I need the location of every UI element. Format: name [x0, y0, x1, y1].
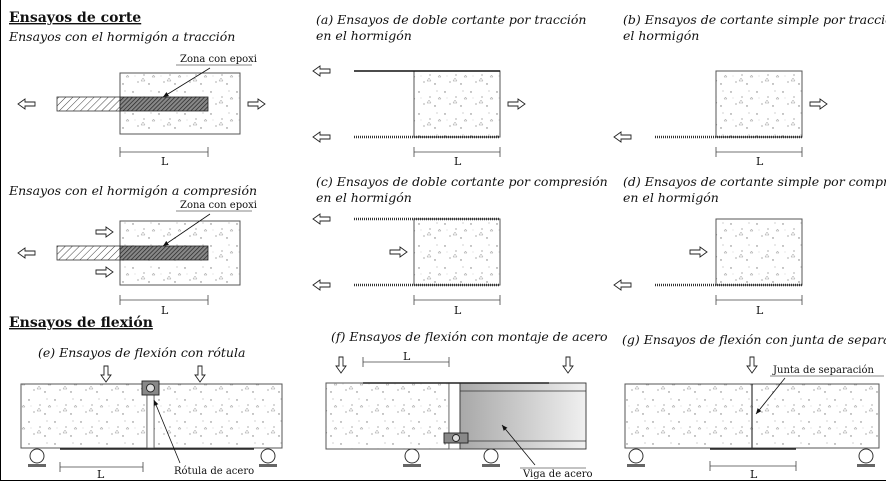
caption-d-line2: en el hormigón: [623, 190, 719, 205]
load-arrow: [746, 356, 758, 374]
length-label: L: [454, 304, 462, 317]
panel-e-flexion-hinge: (e) Ensayos de flexión con rótula Rótula…: [20, 345, 283, 481]
panel-d-single-shear-compression: (d) Ensayos de cortante simple por compr…: [613, 174, 886, 317]
support-left: [402, 448, 422, 468]
support-left: [626, 448, 646, 468]
hinge-label: Rótula de acero: [174, 466, 254, 477]
heading-flexion-tests: Ensayos de flexión: [9, 315, 153, 331]
length-label: L: [97, 468, 105, 481]
caption-a-line1: (a) Ensayos de doble cortante por tracci…: [316, 12, 586, 27]
steel-beam: [459, 382, 587, 450]
concrete-block: [715, 218, 803, 286]
caption-b-line2: el hormigón: [623, 28, 699, 43]
length-label: L: [756, 155, 764, 168]
concrete-block-right: [153, 383, 283, 449]
steel-beam-label: Viga de acero: [522, 469, 593, 480]
push-arrow: [389, 246, 408, 258]
push-arrow: [689, 246, 708, 258]
support-left: [27, 448, 47, 468]
concrete-block: [325, 382, 450, 450]
concrete-block: [413, 218, 501, 286]
load-arrow-left: [100, 365, 112, 383]
length-label: L: [750, 468, 758, 481]
heading-shear-tests: Ensayos de corte: [9, 10, 141, 26]
steel-bar: [56, 96, 121, 112]
load-arrow-left: [335, 356, 347, 374]
epoxy-leader: [162, 213, 211, 247]
load-arrow-right: [562, 356, 574, 374]
subheading-compression: Ensayos con el hormigón a compresión: [8, 183, 257, 198]
panel-f-flexion-steel-assembly: (f) Ensayos de flexión con montaje de ac…: [325, 329, 608, 480]
panel-b-single-shear-tension: (b) Ensayos de cortante simple por tracc…: [613, 12, 886, 168]
caption-c-line2: en el hormigón: [316, 190, 412, 205]
caption-f: (f) Ensayos de flexión con montaje de ac…: [331, 329, 608, 344]
epoxy-leader: [162, 67, 211, 98]
pull-arrow-top: [312, 213, 331, 225]
pull-arrow-right: [809, 98, 828, 110]
pull-arrow-left: [613, 279, 632, 291]
support-right: [856, 448, 876, 468]
pull-arrow-right: [507, 98, 526, 110]
support-right: [258, 448, 278, 468]
epoxy-zone: [119, 245, 209, 261]
load-arrow-right: [194, 365, 206, 383]
epoxy-zone-label: Zona con epoxi: [180, 200, 257, 211]
caption-c-line1: (c) Ensayos de doble cortante por compre…: [316, 174, 608, 189]
panel-a-double-shear-tension: (a) Ensayos de doble cortante por tracci…: [312, 12, 586, 168]
pull-arrow-bottom: [312, 131, 331, 143]
panel-c-double-shear-compression: (c) Ensayos de doble cortante por compre…: [312, 174, 608, 317]
length-label: L: [454, 155, 462, 168]
joint-leader: [755, 377, 786, 415]
pull-arrow-left: [17, 247, 36, 259]
caption-b-line1: (b) Ensayos de cortante simple por tracc…: [623, 12, 886, 27]
epoxy-zone: [119, 96, 209, 112]
concrete-block: [715, 70, 803, 138]
steel-beam-leader: [501, 424, 536, 466]
panel-g-flexion-joint: (g) Ensayos de flexión con junta de sepa…: [622, 332, 886, 481]
length-label: L: [403, 350, 411, 363]
concrete-block: [413, 70, 501, 138]
concrete-block-left: [20, 383, 148, 449]
epoxy-zone-label: Zona con epoxi: [180, 54, 257, 65]
panel-tension-pullout: Zona con epoxi L: [17, 54, 266, 168]
push-arrow-top: [95, 226, 114, 238]
length-label: L: [161, 155, 169, 168]
caption-a-line2: en el hormigón: [316, 28, 412, 43]
steel-bar: [56, 245, 121, 261]
subheading-tension: Ensayos con el hormigón a tracción: [8, 29, 235, 44]
caption-d-line1: (d) Ensayos de cortante simple por compr…: [623, 174, 886, 189]
pull-arrow-left: [613, 131, 632, 143]
caption-g: (g) Ensayos de flexión con junta de sepa…: [622, 332, 886, 347]
push-arrow-bottom: [95, 266, 114, 278]
pull-arrow-right: [247, 98, 266, 110]
pull-arrow-top: [312, 65, 331, 77]
pull-arrow-left: [17, 98, 36, 110]
hinge-leader: [153, 399, 181, 464]
caption-e: (e) Ensayos de flexión con rótula: [38, 345, 245, 360]
joint-label: Junta de separación: [772, 365, 875, 376]
support-right: [481, 448, 501, 468]
pull-arrow-bottom: [312, 279, 331, 291]
panel-compression-pullout: Zona con epoxi L: [17, 200, 257, 317]
length-label: L: [161, 304, 169, 317]
length-label: L: [756, 304, 764, 317]
